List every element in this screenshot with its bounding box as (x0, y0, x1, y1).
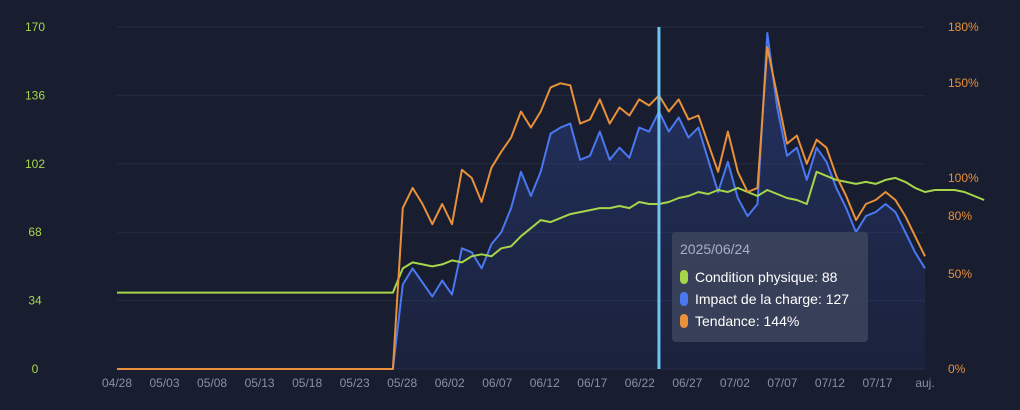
x-tick-label: 07/12 (815, 376, 845, 390)
x-tick-label: 05/23 (340, 376, 370, 390)
y-left-tick-label: 0 (32, 362, 39, 376)
tooltip-row-condition: Condition physique: 88 (680, 266, 860, 288)
x-tick-label: 06/17 (577, 376, 607, 390)
x-tick-label: 06/22 (625, 376, 655, 390)
line-layer (117, 32, 985, 370)
y-right-tick-label: 100% (948, 171, 979, 185)
condition-physique-line (117, 170, 985, 294)
tendance-line (117, 46, 926, 370)
y-right-tick-label: 180% (948, 20, 979, 34)
x-tick-label: 07/17 (862, 376, 892, 390)
impact-legend-dot (680, 292, 688, 306)
tooltip-date: 2025/06/24 (680, 241, 751, 257)
y-right-tick-label: 150% (948, 76, 979, 90)
x-tick-label: 06/12 (530, 376, 560, 390)
tendance-legend-dot (680, 314, 688, 328)
x-tick-label: 06/07 (482, 376, 512, 390)
x-tick-label: 07/07 (767, 376, 797, 390)
x-tick-label: 04/28 (102, 376, 132, 390)
y-left-tick-label: 170 (25, 20, 45, 34)
axis-layer: 0 34 68 102 136 170 0% 50% 80% 100% 150% 180% 04/28 0… (25, 20, 979, 390)
y-left-tick-label: 102 (25, 157, 45, 171)
x-tick-label: 05/18 (292, 376, 322, 390)
y-right-tick-label: 80% (948, 209, 972, 223)
y-left-tick-label: 34 (28, 294, 42, 308)
tooltip-row-tendance: Tendance: 144% (680, 310, 860, 332)
x-tick-label: 05/28 (387, 376, 417, 390)
y-right-tick-label: 50% (948, 267, 972, 281)
x-tick-label: 05/08 (197, 376, 227, 390)
x-tick-label: 06/02 (435, 376, 465, 390)
y-left-tick-label: 68 (28, 225, 42, 239)
x-tick-label: 06/27 (672, 376, 702, 390)
tooltip-row-impact: Impact de la charge: 127 (680, 288, 860, 310)
y-left-tick-label: 136 (25, 88, 45, 102)
condition-legend-dot (680, 270, 688, 284)
x-tick-label: 05/13 (245, 376, 275, 390)
x-tick-label: auj. (915, 376, 934, 390)
x-tick-label: 05/03 (150, 376, 180, 390)
tooltip-tendance-text: Tendance: 144% (695, 313, 800, 329)
x-tick-label: 07/02 (720, 376, 750, 390)
tooltip-condition-text: Condition physique: 88 (695, 269, 838, 285)
y-right-tick-label: 0% (948, 362, 966, 376)
tooltip-impact-text: Impact de la charge: 127 (695, 291, 850, 307)
hover-tooltip: 2025/06/24 Condition physique: 88 Impact… (672, 232, 868, 342)
